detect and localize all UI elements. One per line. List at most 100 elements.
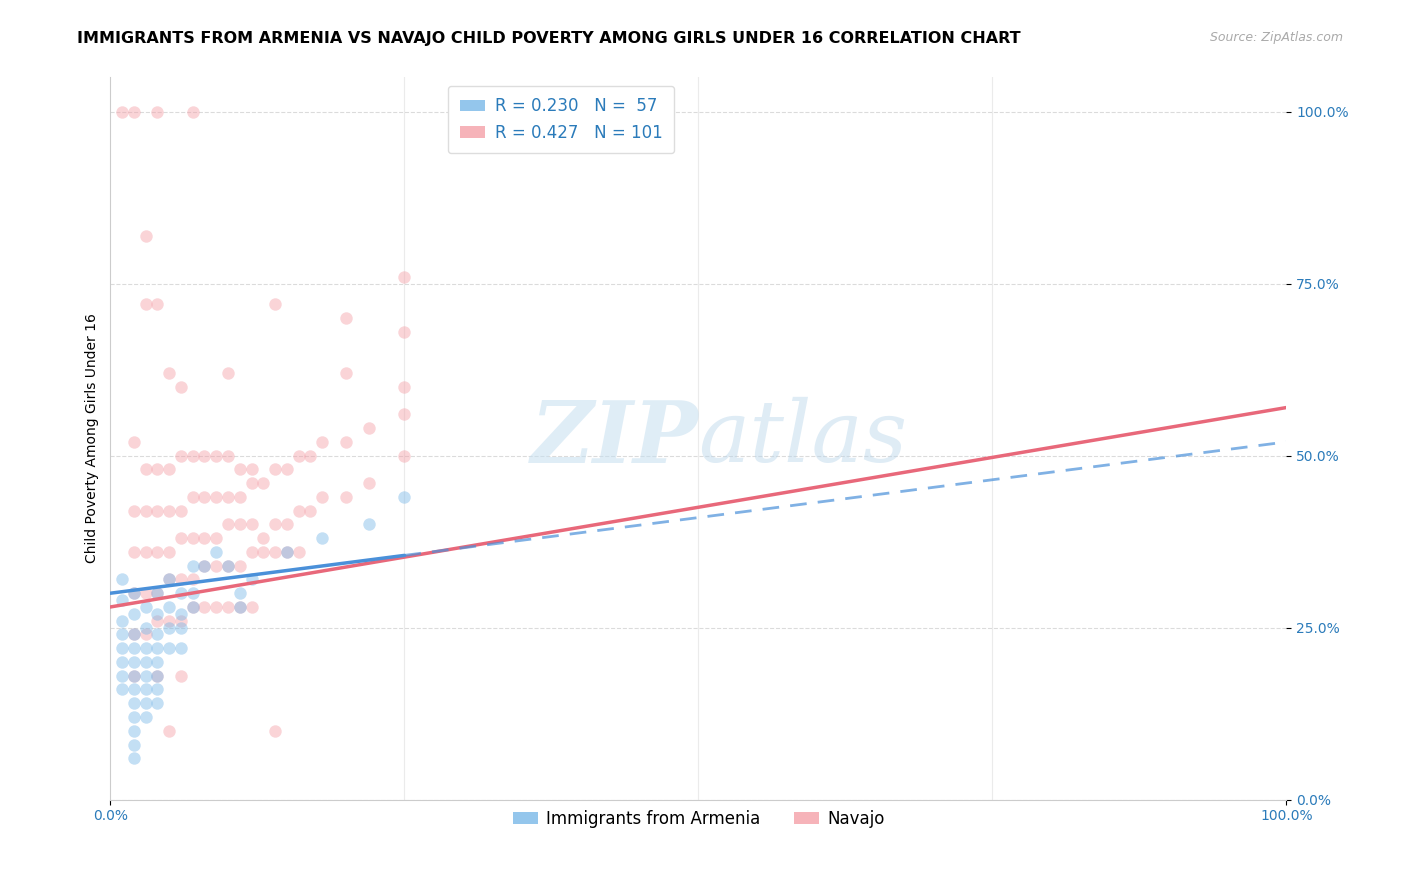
- Point: [240, 599, 263, 614]
- Point: [193, 449, 215, 463]
- Point: [111, 573, 134, 587]
- Point: [157, 614, 180, 628]
- Point: [276, 462, 298, 476]
- Point: [170, 641, 193, 656]
- Point: [146, 586, 169, 600]
- Point: [122, 104, 145, 119]
- Point: [157, 599, 180, 614]
- Point: [122, 751, 145, 765]
- Point: [135, 462, 157, 476]
- Point: [122, 738, 145, 752]
- Point: [229, 490, 252, 504]
- Point: [122, 669, 145, 683]
- Text: IMMIGRANTS FROM ARMENIA VS NAVAJO CHILD POVERTY AMONG GIRLS UNDER 16 CORRELATION: IMMIGRANTS FROM ARMENIA VS NAVAJO CHILD …: [77, 31, 1021, 46]
- Point: [122, 669, 145, 683]
- Point: [135, 710, 157, 724]
- Point: [217, 449, 239, 463]
- Point: [181, 573, 204, 587]
- Point: [264, 462, 287, 476]
- Point: [181, 558, 204, 573]
- Point: [157, 462, 180, 476]
- Point: [217, 366, 239, 380]
- Point: [157, 545, 180, 559]
- Point: [299, 504, 322, 518]
- Point: [146, 607, 169, 621]
- Point: [157, 621, 180, 635]
- Point: [205, 449, 228, 463]
- Text: Source: ZipAtlas.com: Source: ZipAtlas.com: [1209, 31, 1343, 45]
- Point: [170, 449, 193, 463]
- Point: [122, 586, 145, 600]
- Point: [170, 380, 193, 394]
- Point: [122, 607, 145, 621]
- Point: [229, 558, 252, 573]
- Point: [170, 531, 193, 545]
- Point: [157, 504, 180, 518]
- Point: [252, 531, 274, 545]
- Point: [264, 545, 287, 559]
- Point: [170, 669, 193, 683]
- Point: [170, 573, 193, 587]
- Point: [181, 586, 204, 600]
- Point: [205, 558, 228, 573]
- Point: [135, 641, 157, 656]
- Point: [394, 490, 416, 504]
- Point: [264, 297, 287, 311]
- Point: [240, 462, 263, 476]
- Point: [359, 476, 381, 491]
- Point: [170, 607, 193, 621]
- Point: [229, 599, 252, 614]
- Point: [170, 621, 193, 635]
- Point: [181, 490, 204, 504]
- Point: [276, 517, 298, 532]
- Point: [394, 408, 416, 422]
- Point: [217, 490, 239, 504]
- Point: [135, 297, 157, 311]
- Point: [135, 504, 157, 518]
- Point: [240, 517, 263, 532]
- Point: [135, 228, 157, 243]
- Point: [146, 504, 169, 518]
- Point: [287, 449, 309, 463]
- Point: [146, 297, 169, 311]
- Point: [264, 517, 287, 532]
- Point: [252, 545, 274, 559]
- Point: [217, 599, 239, 614]
- Point: [205, 545, 228, 559]
- Point: [252, 476, 274, 491]
- Point: [122, 682, 145, 697]
- Point: [264, 723, 287, 738]
- Point: [122, 696, 145, 710]
- Point: [157, 573, 180, 587]
- Point: [193, 599, 215, 614]
- Point: [311, 531, 333, 545]
- Point: [146, 655, 169, 669]
- Point: [146, 104, 169, 119]
- Point: [217, 517, 239, 532]
- Point: [146, 614, 169, 628]
- Point: [394, 269, 416, 284]
- Point: [122, 710, 145, 724]
- Point: [122, 545, 145, 559]
- Text: ZIP: ZIP: [530, 397, 699, 480]
- Point: [146, 627, 169, 641]
- Point: [217, 558, 239, 573]
- Point: [122, 641, 145, 656]
- Point: [135, 655, 157, 669]
- Y-axis label: Child Poverty Among Girls Under 16: Child Poverty Among Girls Under 16: [86, 314, 100, 564]
- Point: [157, 641, 180, 656]
- Point: [240, 545, 263, 559]
- Point: [146, 462, 169, 476]
- Point: [135, 682, 157, 697]
- Point: [170, 614, 193, 628]
- Point: [181, 104, 204, 119]
- Point: [205, 531, 228, 545]
- Point: [122, 655, 145, 669]
- Point: [111, 614, 134, 628]
- Point: [181, 531, 204, 545]
- Point: [122, 434, 145, 449]
- Point: [122, 504, 145, 518]
- Point: [394, 380, 416, 394]
- Point: [205, 599, 228, 614]
- Point: [181, 449, 204, 463]
